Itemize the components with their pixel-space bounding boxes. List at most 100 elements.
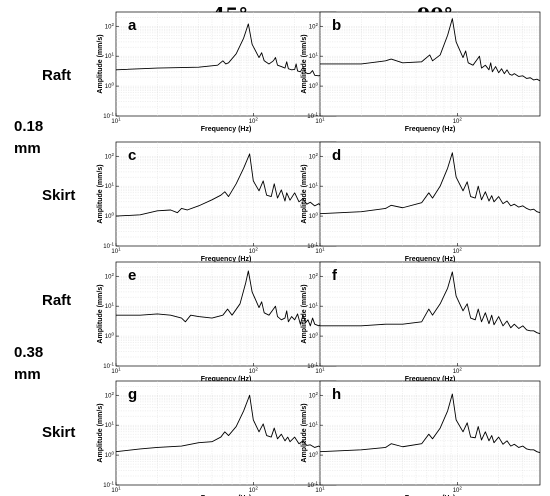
x-tick-label-exp: 1: [118, 117, 121, 122]
y-tick-label-exp: 2: [111, 22, 114, 27]
x-tick-label-exp: 2: [459, 117, 462, 122]
y-tick-label: 101: [309, 302, 319, 311]
y-tick-label: 102: [105, 152, 115, 161]
y-tick-label: 10-1: [103, 481, 114, 490]
y-tick-label-exp: -1: [110, 242, 114, 247]
y-tick-label-exp: -1: [314, 242, 318, 247]
y-tick-label-base: 10: [105, 304, 112, 310]
y-tick-label-exp: -1: [314, 362, 318, 367]
x-tick-label: 101: [315, 486, 325, 495]
y-tick-label-exp: 2: [315, 22, 318, 27]
x-axis-label: Frequency (Hz): [405, 376, 456, 383]
x-tick-label: 102: [249, 367, 259, 376]
row-label-raft-038: Raft: [42, 292, 71, 309]
grid-a: [116, 12, 336, 116]
y-tick-label: 101: [105, 52, 115, 61]
panel-letter: g: [128, 386, 137, 403]
x-tick-label-exp: 2: [255, 367, 258, 372]
y-tick-label-base: 10: [309, 423, 316, 429]
group-label-038-value: 0.38: [14, 344, 43, 361]
series-line: [319, 393, 541, 454]
x-tick-label-exp: 1: [322, 367, 325, 372]
y-tick-label-exp: 2: [111, 152, 114, 157]
series-line: [319, 152, 541, 215]
y-axis-label: Amplitude (mm/s): [97, 34, 104, 93]
y-tick-label: 10-1: [103, 362, 114, 371]
y-tick-label-base: 10: [307, 483, 314, 489]
y-tick-label-base: 10: [105, 274, 112, 280]
series-line: [320, 18, 541, 82]
y-tick-label-base: 10: [105, 184, 112, 190]
x-tick-label: 102: [453, 367, 463, 376]
x-tick-label: 102: [249, 117, 259, 126]
y-tick-label: 10-1: [307, 481, 318, 490]
y-tick-label-exp: 1: [315, 52, 318, 57]
y-tick-label: 102: [309, 22, 319, 31]
x-tick-label: 102: [453, 117, 463, 126]
x-tick-label-exp: 1: [322, 117, 325, 122]
y-tick-label-exp: 1: [315, 182, 318, 187]
y-axis-label: Amplitude (mm/s): [97, 284, 104, 343]
y-tick-label-base: 10: [309, 274, 316, 280]
x-tick-label-base: 10: [249, 119, 256, 125]
y-tick-label: 100: [309, 451, 319, 460]
y-tick-label: 102: [309, 152, 319, 161]
y-tick-label: 102: [105, 22, 115, 31]
y-tick-label: 102: [309, 391, 319, 400]
x-tick-label-base: 10: [453, 119, 460, 125]
y-tick-label-base: 10: [105, 154, 112, 160]
panel-letter: a: [128, 17, 137, 34]
y-tick-label: 10-1: [307, 112, 318, 121]
y-tick-label-base: 10: [103, 114, 110, 120]
x-tick-label-exp: 1: [322, 486, 325, 491]
y-tick-label: 102: [309, 272, 319, 281]
x-tick-label-base: 10: [111, 119, 118, 125]
series-line: [320, 271, 541, 335]
panel-letter: f: [332, 267, 338, 284]
x-axis-label: Frequency (Hz): [201, 376, 252, 383]
x-tick-label-base: 10: [111, 249, 118, 255]
y-tick-label: 101: [105, 302, 115, 311]
x-tick-label-base: 10: [453, 488, 460, 494]
x-tick-label: 101: [111, 247, 121, 256]
y-tick-label-exp: 1: [315, 421, 318, 426]
x-tick-label-base: 10: [315, 119, 322, 125]
y-tick-label-exp: -1: [110, 362, 114, 367]
y-tick-label-base: 10: [307, 244, 314, 250]
plot-area-h: [319, 380, 541, 486]
y-tick-label-base: 10: [307, 364, 314, 370]
row-label-skirt-038: Skirt: [42, 424, 75, 441]
x-tick-label-base: 10: [315, 488, 322, 494]
x-tick-label-base: 10: [249, 488, 256, 494]
group-label-038-unit: mm: [14, 366, 41, 383]
x-tick-label-base: 10: [315, 249, 322, 255]
y-tick-label-base: 10: [105, 54, 112, 60]
x-tick-label-exp: 2: [459, 486, 462, 491]
x-axis-label: Frequency (Hz): [405, 256, 456, 263]
y-tick-label: 100: [309, 82, 319, 91]
y-tick-label-base: 10: [105, 393, 112, 399]
y-tick-label-exp: 2: [111, 272, 114, 277]
x-tick-label-exp: 2: [255, 117, 258, 122]
plot-area-f: [319, 261, 541, 367]
series-line: [115, 23, 337, 81]
y-tick-label-exp: 1: [315, 302, 318, 307]
x-axis-label: Frequency (Hz): [405, 126, 456, 133]
series-line: [115, 153, 337, 217]
series-line: [116, 270, 337, 330]
y-tick-label-base: 10: [105, 453, 112, 459]
y-tick-label-base: 10: [309, 84, 316, 90]
group-label-018-value: 0.18: [14, 118, 43, 135]
x-tick-label: 102: [453, 247, 463, 256]
y-tick-label: 100: [105, 82, 115, 91]
y-tick-label-exp: -1: [314, 481, 318, 486]
y-tick-label-exp: 1: [111, 421, 114, 426]
y-tick-label-base: 10: [103, 483, 110, 489]
x-tick-label-exp: 1: [118, 486, 121, 491]
